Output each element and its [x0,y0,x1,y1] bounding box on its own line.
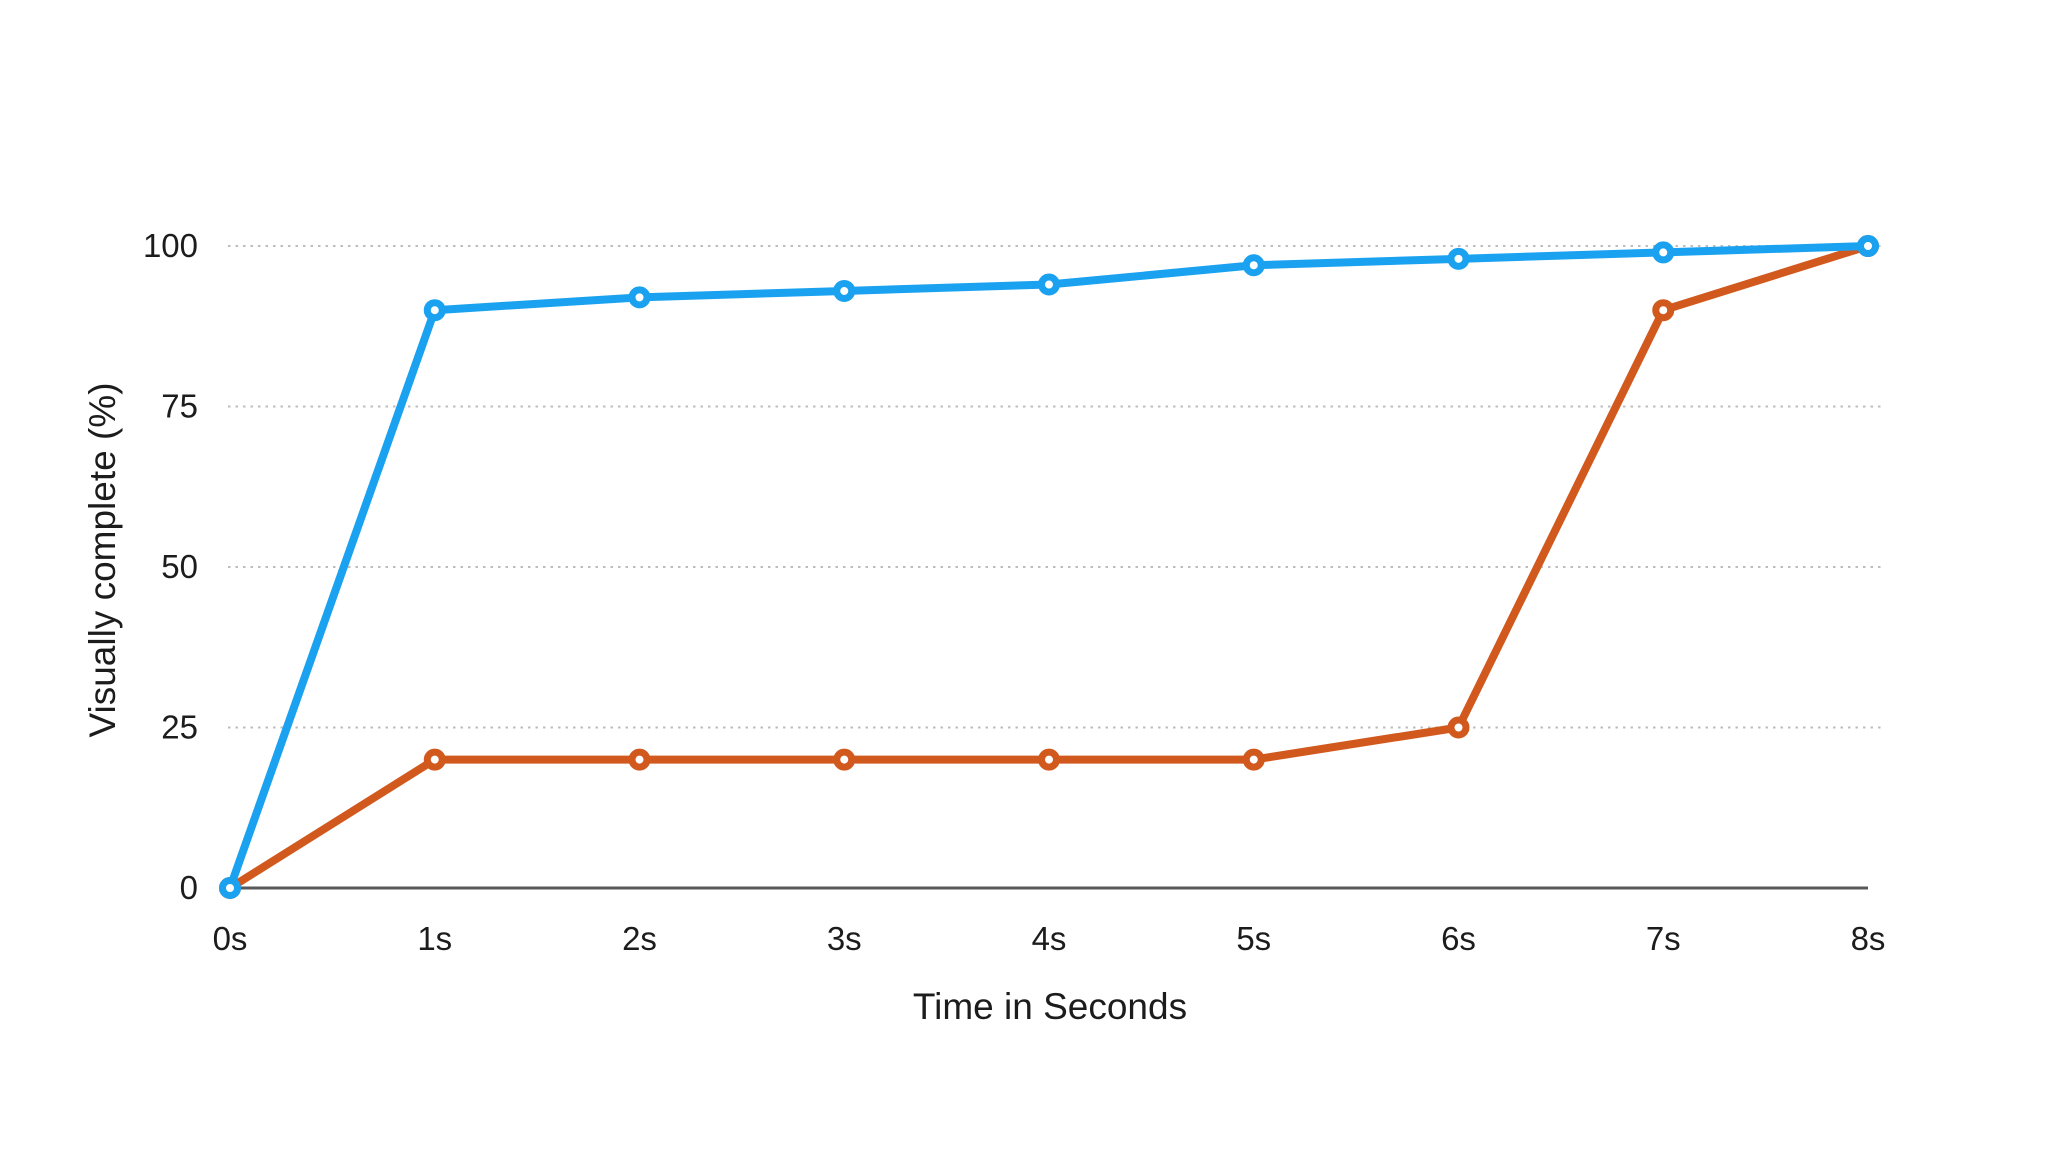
x-tick-label: 5s [1236,920,1271,957]
blue-series-point [628,286,651,309]
blue-series-point [833,279,856,302]
x-tick-label: 0s [213,920,248,957]
x-tick-label: 8s [1851,920,1886,957]
orange-series-point [423,748,446,771]
x-tick-label: 2s [622,920,657,957]
orange-series-point [833,748,856,771]
y-tick-label: 25 [161,709,198,746]
blue-series-point [1242,254,1265,277]
x-tick-label: 3s [827,920,862,957]
blue-series-point [1447,247,1470,270]
y-tick-label: 0 [180,869,198,906]
x-tick-label: 7s [1646,920,1681,957]
x-tick-label: 4s [1032,920,1067,957]
blue-series-point [1857,235,1879,257]
x-axis-title: Time in Seconds [912,986,1188,1027]
orange-series-point [1242,748,1265,771]
blue-series-point [423,299,446,322]
blue-series-point [219,877,241,899]
orange-series-point [1652,299,1675,322]
y-tick-label: 100 [143,227,198,264]
orange-series-point [628,748,651,771]
blue-series-point [1652,241,1675,264]
y-tick-label: 50 [161,548,198,585]
orange-series-point [1038,748,1060,771]
blue-series-point [1038,273,1060,296]
x-tick-label: 6s [1441,920,1476,957]
orange-series-point [1447,716,1470,739]
y-tick-label: 75 [161,388,198,425]
x-tick-label: 1s [417,920,452,957]
